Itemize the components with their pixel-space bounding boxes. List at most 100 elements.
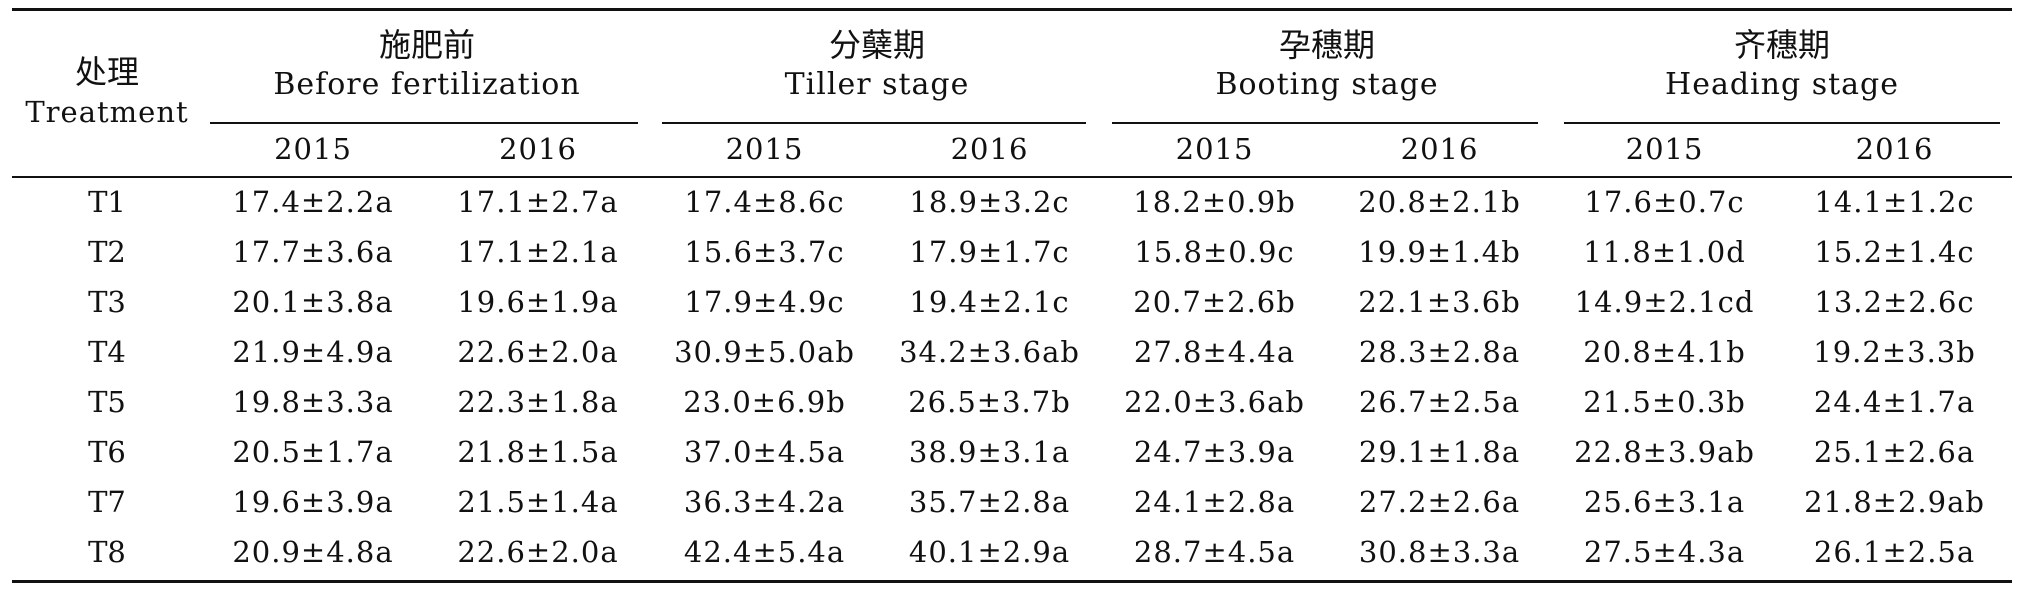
table-row: T2 17.7±3.6a 17.1±2.1a 15.6±3.7c 17.9±1.7c 15…	[12, 227, 2012, 277]
table-cell: 20.9±4.8a	[232, 535, 394, 569]
table-cell: 21.8±2.9ab	[1804, 485, 1985, 519]
table-cell: 22.1±3.6b	[1358, 285, 1521, 319]
table-cell: 23.0±6.9b	[683, 385, 846, 419]
table-cell: 24.1±2.8a	[1133, 485, 1296, 519]
table-cell: 42.4±5.4a	[683, 535, 846, 569]
table-cell: 19.2±3.3b	[1813, 335, 1976, 369]
table-cell: 22.0±3.6ab	[1124, 385, 1305, 419]
treatment-header: 处理 Treatment	[12, 8, 202, 176]
year-header: 2016	[950, 132, 1029, 166]
table-top-rule	[12, 8, 2012, 11]
table-cell: 21.5±0.3b	[1583, 385, 1746, 419]
stage-zh: 齐穗期	[1734, 26, 1831, 64]
table-cell: 17.9±4.9c	[684, 285, 845, 319]
data-table: 处理 Treatment 施肥前 Before fertilization 分蘖…	[12, 8, 2012, 577]
stage-underline-1	[210, 122, 638, 124]
treatment-label: T2	[88, 235, 126, 269]
stage-header-before-fertilization: 施肥前 Before fertilization	[202, 8, 652, 122]
table-row: T1 17.4±2.2a 17.1±2.7a 17.4±8.6c 18.9±3.2c 18…	[12, 176, 2012, 227]
table-row: T8 20.9±4.8a 22.6±2.0a 42.4±5.4a 40.1±2.9a 28…	[12, 527, 2012, 577]
table-row: T4 21.9±4.9a 22.6±2.0a 30.9±5.0ab 34.2±3.6ab…	[12, 327, 2012, 377]
table-row: T5 19.8±3.3a 22.3±1.8a 23.0±6.9b 26.5±3.7b 22…	[12, 377, 2012, 427]
table-cell: 36.3±4.2a	[683, 485, 846, 519]
table-cell: 21.5±1.4a	[457, 485, 619, 519]
table-cell: 19.6±1.9a	[457, 285, 619, 319]
stage-zh: 分蘖期	[829, 26, 926, 64]
treatment-label: T4	[88, 335, 126, 369]
table-cell: 11.8±1.0d	[1583, 235, 1746, 269]
table-cell: 17.1±2.7a	[457, 184, 619, 219]
table-cell: 17.6±0.7c	[1584, 184, 1745, 219]
table-cell: 40.1±2.9a	[908, 535, 1071, 569]
table-cell: 19.4±2.1c	[909, 285, 1070, 319]
header-bottom-rule	[12, 176, 2012, 178]
table-cell: 28.7±4.5a	[1133, 535, 1296, 569]
year-header: 2016	[1855, 132, 1934, 166]
stage-zh: 孕穗期	[1279, 26, 1376, 64]
treatment-label: T6	[88, 435, 126, 469]
table-bottom-rule	[12, 580, 2012, 583]
table-cell: 19.8±3.3a	[232, 385, 394, 419]
table-cell: 17.1±2.1a	[457, 235, 619, 269]
year-header: 2016	[499, 132, 577, 166]
table-cell: 24.7±3.9a	[1133, 435, 1296, 469]
table-cell: 18.9±3.2c	[909, 184, 1070, 219]
table-cell: 17.9±1.7c	[909, 235, 1070, 269]
year-header: 2015	[725, 132, 804, 166]
table-cell: 30.9±5.0ab	[674, 335, 855, 369]
table-cell: 24.4±1.7a	[1813, 385, 1976, 419]
stage-header-heading: 齐穗期 Heading stage	[1552, 8, 2012, 122]
table-cell: 26.7±2.5a	[1358, 385, 1521, 419]
year-header: 2016	[1400, 132, 1479, 166]
table-cell: 14.9±2.1cd	[1574, 285, 1755, 319]
table-row: T6 20.5±1.7a 21.8±1.5a 37.0±4.5a 38.9±3.1a 24…	[12, 427, 2012, 477]
treatment-label: T8	[88, 535, 126, 569]
table-cell: 17.4±2.2a	[232, 184, 394, 219]
table-cell: 19.6±3.9a	[232, 485, 394, 519]
table-cell: 34.2±3.6ab	[899, 335, 1080, 369]
table-cell: 18.2±0.9b	[1133, 184, 1296, 219]
table-body: T1 17.4±2.2a 17.1±2.7a 17.4±8.6c 18.9±3.2c 18…	[12, 176, 2012, 577]
table-cell: 22.6±2.0a	[457, 535, 619, 569]
stage-underline-4	[1564, 122, 2000, 124]
stage-en: Booting stage	[1215, 67, 1439, 102]
table-row: T3 20.1±3.8a 19.6±1.9a 17.9±4.9c 19.4±2.1c 20…	[12, 277, 2012, 327]
stage-en: Tiller stage	[784, 67, 970, 102]
year-header: 2015	[1625, 132, 1704, 166]
year-header: 2015	[1175, 132, 1254, 166]
table-cell: 30.8±3.3a	[1358, 535, 1521, 569]
table-cell: 27.8±4.4a	[1133, 335, 1296, 369]
table-cell: 19.9±1.4b	[1358, 235, 1521, 269]
table-cell: 25.6±3.1a	[1583, 485, 1746, 519]
table-cell: 15.6±3.7c	[684, 235, 845, 269]
table-cell: 28.3±2.8a	[1358, 335, 1521, 369]
table-cell: 21.8±1.5a	[457, 435, 619, 469]
table-cell: 14.1±1.2c	[1814, 184, 1975, 219]
table-cell: 27.2±2.6a	[1358, 485, 1521, 519]
treatment-label: T3	[88, 285, 126, 319]
table-cell: 22.3±1.8a	[457, 385, 619, 419]
table-cell: 26.5±3.7b	[908, 385, 1071, 419]
table-cell: 17.4±8.6c	[684, 184, 845, 219]
table-cell: 21.9±4.9a	[232, 335, 394, 369]
stage-underline-2	[662, 122, 1086, 124]
table-cell: 29.1±1.8a	[1358, 435, 1521, 469]
table-cell: 25.1±2.6a	[1813, 435, 1976, 469]
table-cell: 22.6±2.0a	[457, 335, 619, 369]
stage-underline-3	[1112, 122, 1538, 124]
table-cell: 20.7±2.6b	[1133, 285, 1296, 319]
table-cell: 38.9±3.1a	[908, 435, 1071, 469]
table-cell: 20.1±3.8a	[232, 285, 394, 319]
table-cell: 20.5±1.7a	[232, 435, 394, 469]
treatment-label: T1	[88, 184, 126, 219]
stage-en: Before fertilization	[273, 67, 581, 102]
stage-en: Heading stage	[1665, 67, 1900, 102]
table-cell: 27.5±4.3a	[1583, 535, 1746, 569]
table-cell: 20.8±4.1b	[1583, 335, 1746, 369]
treatment-label: T5	[88, 385, 126, 419]
table-row: T7 19.6±3.9a 21.5±1.4a 36.3±4.2a 35.7±2.8a 24…	[12, 477, 2012, 527]
year-header: 2015	[274, 132, 352, 166]
treatment-header-en: Treatment	[25, 95, 189, 129]
treatment-label: T7	[88, 485, 126, 519]
table-cell: 20.8±2.1b	[1358, 184, 1521, 219]
